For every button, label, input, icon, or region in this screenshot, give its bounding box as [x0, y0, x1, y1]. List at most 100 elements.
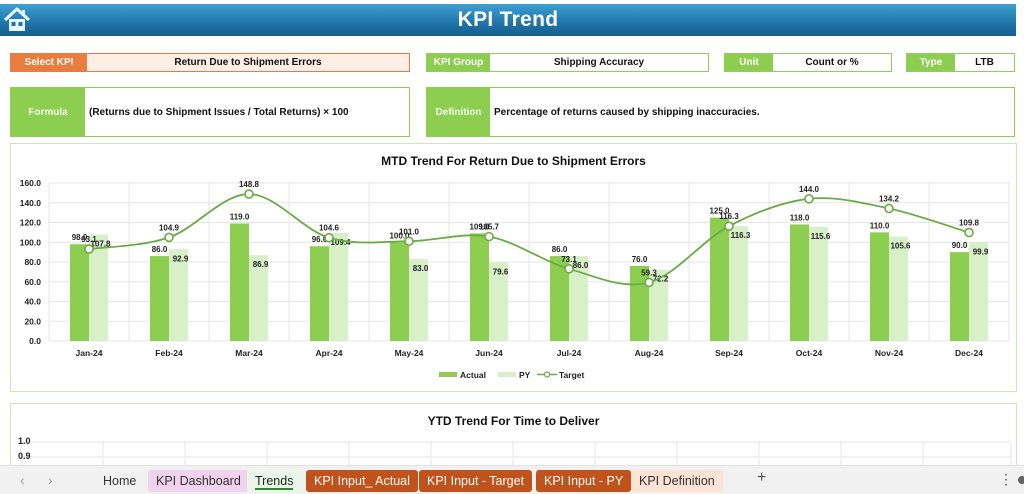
actual-value-label: 86.0 [152, 245, 168, 254]
target-marker [724, 221, 734, 231]
x-tick-label: Aug-24 [635, 348, 664, 358]
add-sheet-button[interactable]: + [757, 469, 767, 486]
y-tick-label: 80.0 [24, 257, 41, 267]
tab-kpi-dashboard[interactable]: KPI Dashboard [148, 470, 249, 492]
home-icon[interactable] [2, 5, 32, 35]
actual-value-label: 119.0 [230, 212, 250, 221]
actual-bar [230, 223, 249, 341]
target-value-label: 109.8 [959, 219, 980, 228]
mtd-chart-title: MTD Trend For Return Due to Shipment Err… [381, 154, 646, 168]
scroll-indicator[interactable] [1018, 476, 1024, 484]
py-value-label: 86.0 [573, 261, 589, 270]
actual-bar [950, 252, 969, 341]
tab-kpi-input-actual[interactable]: KPI Input_ Actual [306, 470, 418, 492]
tab-trends[interactable]: Trends [247, 470, 302, 492]
definition-value: Percentage of returns caused by shipping… [494, 106, 760, 118]
y-tick-label: 20.0 [24, 316, 41, 326]
ytd-chart-title: YTD Trend For Time to Deliver [427, 414, 600, 428]
py-bar [409, 259, 428, 341]
ytd-chart-panel: YTD Trend For Time to Deliver 1.0 [10, 403, 1017, 473]
select-kpi-value[interactable]: Return Due to Shipment Errors [87, 54, 409, 71]
py-value-label: 92.9 [173, 254, 189, 263]
actual-value-label: 90.0 [952, 241, 968, 250]
y-tick-label: 60.0 [24, 277, 41, 287]
header-banner: KPI Trend [0, 4, 1016, 36]
tab-trends-label: Trends [255, 474, 294, 488]
target-line [88, 193, 970, 286]
formula-value: (Returns due to Shipment Issues / Total … [89, 106, 349, 118]
py-value-label: 115.6 [811, 232, 831, 241]
py-bar [889, 236, 908, 341]
actual-bar [390, 242, 409, 341]
target-value-label: 134.2 [879, 194, 900, 203]
target-value-label: 73.1 [561, 255, 577, 264]
ytd-ytick-1: 1.0 [18, 436, 31, 446]
target-value-label: 104.9 [159, 223, 180, 232]
target-marker [324, 232, 334, 243]
type-value: LTB [975, 57, 994, 68]
formula-field: Formula (Returns due to Shipment Issues … [10, 87, 410, 137]
kpi-group-value: Shipping Accuracy [553, 57, 645, 68]
target-marker [644, 277, 654, 288]
py-bar [169, 249, 188, 341]
py-value-label: 99.9 [973, 247, 989, 256]
target-value-label: 144.0 [799, 185, 820, 194]
legend-py-label: PY [519, 370, 531, 380]
target-marker [484, 231, 494, 242]
target-marker [164, 232, 174, 243]
target-marker [884, 203, 894, 214]
kpi-group-field: KPI Group Shipping Accuracy [426, 53, 709, 72]
target-marker [244, 189, 254, 199]
ytd-ytick-0.9: 0.9 [18, 451, 31, 461]
x-tick-label: Oct-24 [796, 348, 823, 358]
actual-bar [470, 233, 489, 341]
x-tick-label: Jan-24 [76, 348, 103, 358]
active-tab-underline [255, 488, 294, 490]
py-value-label: 79.6 [493, 267, 509, 276]
target-marker [84, 244, 94, 254]
mtd-chart: 0.0 20.0 40.0 60.0 80.0 100.0 120.0 140.0 160.0 9… [20, 178, 1010, 380]
x-tick-label: May-24 [395, 348, 424, 358]
actual-bar [150, 256, 169, 341]
y-tick-label: 140.0 [20, 198, 42, 208]
py-bar [569, 256, 588, 341]
more-options-icon[interactable]: ⋮ [999, 471, 1013, 487]
target-value-label: 93.1 [81, 235, 97, 244]
target-value-label: 101.0 [399, 227, 420, 236]
py-value-label: 83.0 [413, 264, 429, 273]
unit-value: Count or % [805, 57, 859, 68]
y-tick-label: 0.0 [29, 336, 41, 346]
tab-home[interactable]: Home [103, 474, 137, 488]
x-tick-label: Apr-24 [316, 348, 343, 358]
type-label: Type [907, 54, 955, 71]
y-tick-label: 120.0 [20, 218, 42, 228]
target-value-label: 148.8 [239, 180, 260, 189]
definition-label: Definition [427, 88, 490, 136]
select-kpi-label: Select KPI [11, 54, 87, 71]
unit-label: Unit [725, 54, 773, 71]
kpi-group-label: KPI Group [427, 54, 490, 71]
tab-kpi-input-py[interactable]: KPI Input - PY [536, 470, 632, 492]
tab-kpi-input-target[interactable]: KPI Input - Target [419, 470, 533, 492]
actual-bar [550, 256, 569, 341]
py-bar [969, 242, 988, 341]
legend-target-marker [543, 371, 551, 378]
definition-field: Definition Percentage of returns caused … [426, 87, 1015, 137]
target-marker [964, 227, 974, 238]
tab-kpi-definition[interactable]: KPI Definition [631, 470, 723, 492]
py-bar [809, 226, 828, 341]
actual-bar [70, 244, 89, 341]
actual-bar [310, 246, 329, 341]
actual-bar [710, 217, 729, 341]
actual-value-label: 118.0 [790, 213, 810, 222]
next-sheet-button[interactable]: › [48, 472, 53, 488]
formula-label: Formula [11, 88, 85, 136]
actual-value-label: 98.0 [72, 233, 88, 242]
py-bar [489, 262, 508, 341]
legend-actual-swatch [439, 372, 457, 377]
prev-sheet-button[interactable]: ‹ [20, 472, 25, 488]
target-marker [804, 193, 814, 204]
select-kpi-field[interactable]: Select KPI Return Due to Shipment Errors [10, 53, 410, 72]
sheet-tab-bar: ‹ › Home KPI Dashboard Trends KPI Input_… [0, 465, 1024, 494]
py-bar [329, 232, 348, 341]
